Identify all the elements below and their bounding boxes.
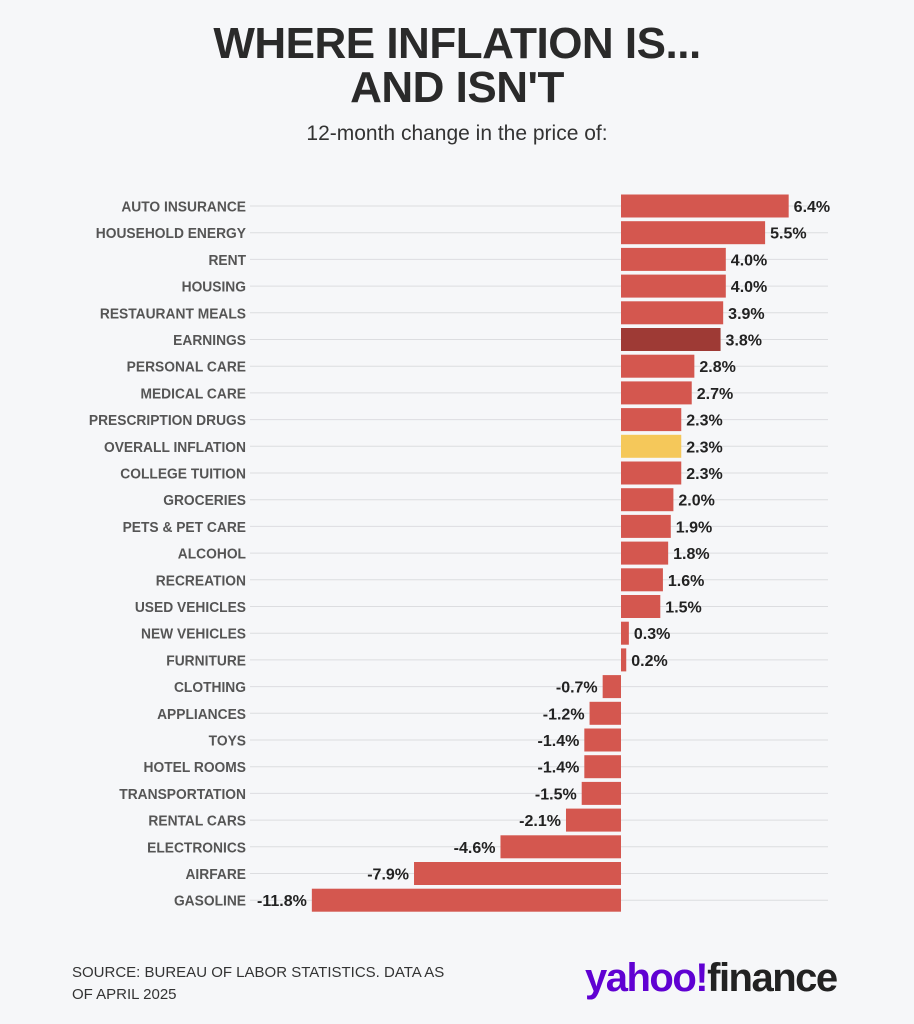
category-label: HOTEL ROOMS [144,760,247,777]
data-label: -1.2% [543,706,585,723]
bar [621,274,726,298]
category-label: RENTAL CARS [148,813,246,830]
data-label: -4.6% [454,840,496,857]
data-label: 6.4% [794,199,830,216]
data-label: 2.7% [697,386,733,403]
bar [621,488,674,512]
bar [621,648,627,672]
title-line-1: WHERE INFLATION IS... [213,19,701,68]
data-label: 2.3% [686,439,722,456]
bar [621,408,682,432]
data-label: 4.0% [731,252,767,269]
bar [621,434,682,458]
bar [602,675,621,699]
category-label: APPLIANCES [157,706,246,723]
data-label: -0.7% [556,680,598,697]
data-label: -7.9% [367,867,409,884]
bar [621,568,663,592]
data-label: -11.8% [257,893,307,910]
data-label: 1.9% [676,519,712,536]
data-label: 2.3% [686,413,722,430]
bar [621,221,766,245]
category-label: PRESCRIPTION DRUGS [89,413,246,430]
data-label: 1.6% [668,573,704,590]
bar [621,328,721,351]
data-label: 2.3% [686,466,722,483]
bar [584,728,621,752]
data-label: -1.4% [538,733,580,750]
data-label: 0.2% [631,653,667,670]
category-label: OVERALL INFLATION [104,439,246,456]
category-label: MEDICAL CARE [140,386,246,403]
category-label: TRANSPORTATION [119,786,246,803]
category-label: AUTO INSURANCE [121,199,246,216]
bar [621,247,726,271]
bar [621,194,789,218]
category-label: PERSONAL CARE [127,359,247,376]
bar [621,541,669,565]
category-label: HOUSING [182,279,246,296]
bar [621,595,661,618]
category-label: TOYS [209,733,247,750]
data-label: 2.0% [678,493,714,510]
bar [621,461,682,485]
source-line-2: OF APRIL 2025 [72,986,177,1003]
category-label: GASOLINE [174,893,246,910]
source-line-1: SOURCE: BUREAU OF LABOR STATISTICS. DATA… [72,964,445,981]
data-label: -1.5% [535,786,577,803]
category-label: ELECTRONICS [147,840,246,857]
bar [621,354,695,378]
category-label: USED VEHICLES [135,600,247,617]
data-label: 4.0% [731,279,767,296]
category-label: COLLEGE TUITION [120,466,246,483]
chart-title: WHERE INFLATION IS... AND ISN'T [0,22,914,110]
bar [621,514,671,538]
category-label: NEW VEHICLES [141,626,246,643]
category-label: RENT [208,252,246,269]
title-line-2: AND ISN'T [350,63,564,112]
category-label: CLOTHING [174,680,246,697]
bar [621,381,692,405]
bar [565,808,621,832]
data-label: 5.5% [770,226,806,243]
data-label: 2.8% [699,359,735,376]
bar [621,301,724,325]
bar [621,621,629,645]
category-label: PETS & PET CARE [123,519,247,536]
category-label: GROCERIES [163,493,246,510]
data-label: 3.8% [726,333,762,350]
category-label: AIRFARE [185,867,246,884]
data-label: -2.1% [519,813,561,830]
bar [581,781,621,805]
logo-yahoo: yahoo! [585,956,709,1000]
data-label: 3.9% [728,306,764,323]
data-label: -1.4% [538,760,580,777]
bar [414,862,621,885]
bar [584,755,621,779]
chart-subtitle: 12-month change in the price of: [306,122,608,145]
data-label: 0.3% [634,626,670,643]
source-note: SOURCE: BUREAU OF LABOR STATISTICS. DATA… [72,962,492,1006]
category-label: EARNINGS [173,333,246,350]
category-label: RECREATION [156,573,246,590]
data-label: 1.5% [665,600,701,617]
category-label: FURNITURE [166,653,246,670]
bar [311,888,621,912]
data-label: 1.8% [673,546,709,563]
category-label: HOUSEHOLD ENERGY [96,226,247,243]
category-label: RESTAURANT MEALS [100,306,246,323]
bar [500,835,621,859]
bar [589,701,621,725]
logo-finance: finance [707,956,838,1000]
yahoo-finance-logo: yahoo!finance [585,956,838,1001]
category-label: ALCOHOL [178,546,246,563]
